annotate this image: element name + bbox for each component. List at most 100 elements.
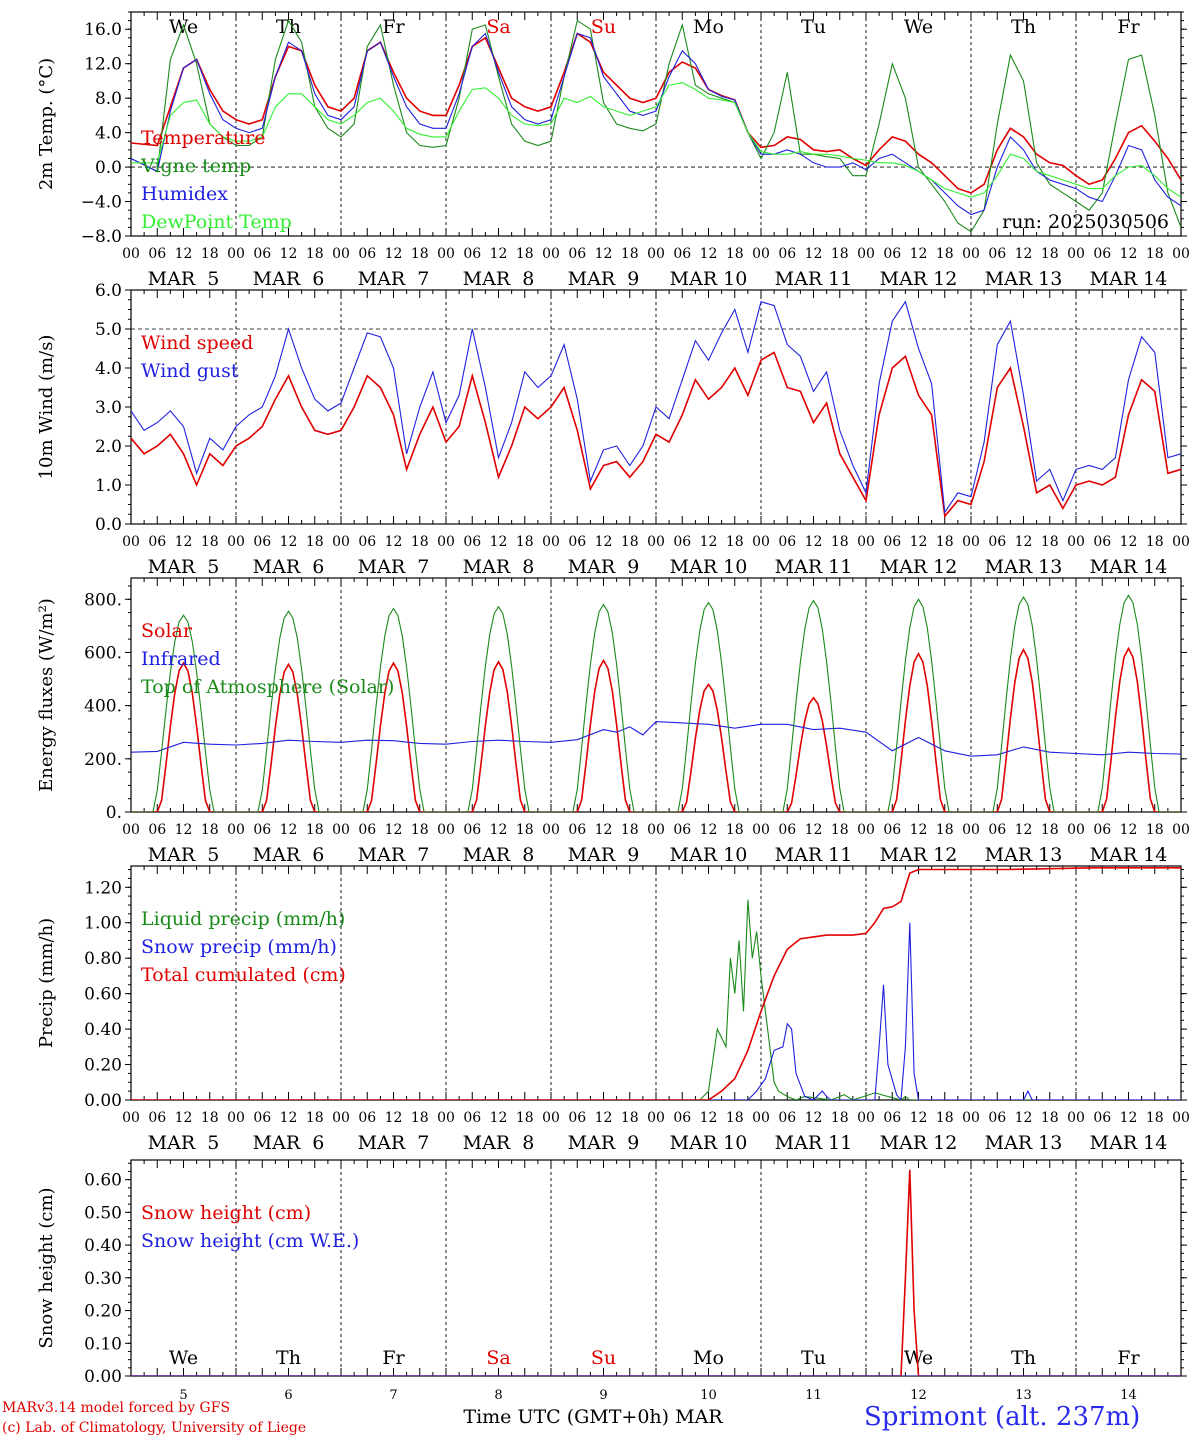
legend-entry: Liquid precip (mm/h) [141,908,345,930]
hour-tick-label: 06 [673,534,691,550]
date-label: MAR 13 [985,556,1063,578]
hour-tick-label: 00 [332,822,350,838]
day-number-label: 5 [179,1388,187,1403]
hour-tick-label: 12 [805,822,823,838]
hour-tick-label: 00 [122,1110,140,1126]
y-tick-label: −8.0 [81,227,122,247]
hour-tick-label: 00 [1172,246,1190,262]
hour-tick-label: 06 [673,1110,691,1126]
hour-tick-label: 00 [647,246,665,262]
day-name: Th [276,16,301,38]
y-tick-label: 4.0 [95,359,122,379]
hour-tick-label: 06 [568,1110,586,1126]
hour-tick-label: 00 [227,822,245,838]
hour-tick-label: 12 [1120,534,1138,550]
hour-tick-label: 12 [280,534,298,550]
hour-tick-label: 12 [490,246,508,262]
legend-entry: Top of Atmosphere (Solar) [141,676,394,698]
hour-tick-label: 18 [306,534,324,550]
hour-tick-label: 00 [1172,822,1190,838]
hour-tick-label: 18 [306,822,324,838]
y-tick-label: 0.00 [84,1367,122,1387]
hour-tick-label: 18 [306,1110,324,1126]
series-line-snow-precip-mm-h- [131,922,1181,1100]
legend-entry: DewPoint Temp [141,211,292,233]
hour-tick-label: 00 [647,822,665,838]
hour-tick-label: 06 [1093,822,1111,838]
date-label: MAR 7 [358,1132,430,1154]
day-name: Tu [801,1347,826,1369]
date-label: MAR 10 [670,844,748,866]
hour-tick-label: 00 [227,534,245,550]
hour-tick-label: 18 [1146,822,1164,838]
date-label: MAR 11 [775,844,853,866]
hour-tick-label: 12 [910,1110,928,1126]
hour-tick-label: 18 [411,822,429,838]
date-label: MAR 10 [670,1132,748,1154]
hour-tick-label: 00 [332,534,350,550]
hour-tick-label: 06 [883,246,901,262]
hour-tick-label: 06 [778,1110,796,1126]
hour-tick-label: 18 [831,534,849,550]
legend-entry: Infrared [141,648,221,670]
hour-tick-label: 06 [148,534,166,550]
y-tick-label: 0.20 [84,1302,122,1322]
hour-tick-label: 12 [280,246,298,262]
hour-tick-label: 18 [621,822,639,838]
hour-tick-label: 12 [595,246,613,262]
legend-entry: Solar [141,620,193,642]
date-label: MAR 7 [358,556,430,578]
hour-tick-label: 18 [201,822,219,838]
day-name: Sa [486,1347,510,1369]
date-label: MAR 8 [463,268,535,290]
day-name: Fr [382,1347,405,1369]
hour-tick-label: 06 [253,534,271,550]
hour-tick-label: 12 [910,822,928,838]
hour-tick-label: 06 [568,246,586,262]
day-name: Th [1011,1347,1036,1369]
day-number-label: 6 [284,1388,292,1403]
y-tick-label: 0.20 [84,1056,122,1076]
x-axis-title: Time UTC (GMT+0h) MAR [463,1406,723,1428]
hour-tick-label: 12 [595,1110,613,1126]
date-label: MAR 7 [358,268,430,290]
date-label: MAR 9 [568,1132,640,1154]
hour-tick-label: 06 [568,822,586,838]
hour-tick-label: 00 [122,822,140,838]
hour-tick-label: 12 [700,1110,718,1126]
day-name: Mo [693,16,724,38]
day-name: Su [591,1347,616,1369]
hour-tick-label: 00 [227,246,245,262]
day-number-label: 11 [805,1388,822,1403]
hour-tick-label: 06 [253,246,271,262]
hour-tick-label: 00 [752,246,770,262]
y-tick-label: 0.60 [84,1171,122,1191]
hour-tick-label: 18 [306,246,324,262]
day-name: Th [276,1347,301,1369]
hour-tick-label: 00 [647,534,665,550]
date-label: MAR 9 [568,844,640,866]
hour-tick-label: 12 [595,822,613,838]
day-number-label: 9 [599,1388,607,1403]
credit-model: MARv3.14 model forced by GFS [2,1400,231,1416]
hour-tick-label: 18 [936,534,954,550]
hour-tick-label: 18 [936,822,954,838]
hour-tick-label: 00 [752,1110,770,1126]
y-axis-title: 10m Wind (m/s) [36,335,57,480]
hour-tick-label: 06 [883,534,901,550]
hour-tick-label: 12 [1015,246,1033,262]
hour-tick-label: 12 [1120,822,1138,838]
y-tick-label: 4.0 [95,124,122,144]
y-tick-label: 0. [106,803,122,823]
hour-tick-label: 06 [1093,246,1111,262]
date-label: MAR 12 [880,1132,958,1154]
date-label: MAR 8 [463,1132,535,1154]
day-name: Th [1011,16,1036,38]
hour-tick-label: 18 [1041,822,1059,838]
hour-tick-label: 18 [621,534,639,550]
hour-tick-label: 12 [280,1110,298,1126]
hour-tick-label: 00 [542,246,560,262]
hour-tick-label: 06 [253,822,271,838]
date-label: MAR 9 [568,268,640,290]
